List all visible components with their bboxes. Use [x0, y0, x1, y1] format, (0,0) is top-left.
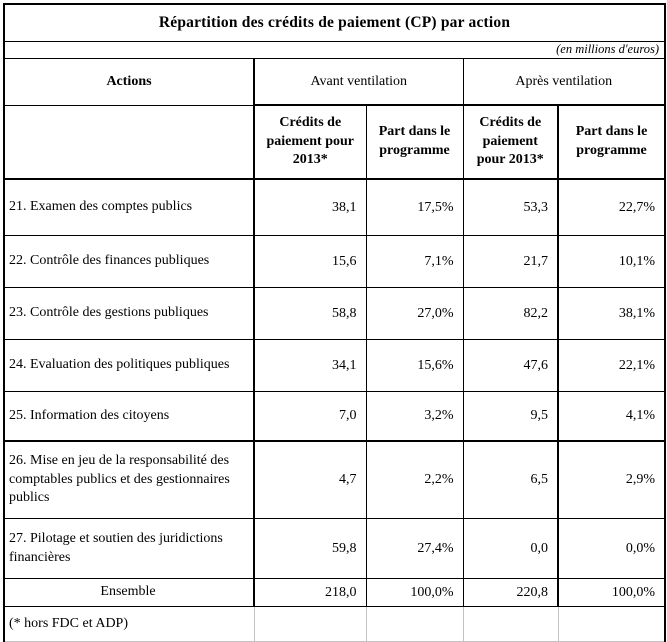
part-apres-value: 2,9%	[556, 440, 666, 519]
units-note: (en millions d'euros)	[556, 42, 660, 57]
cp-avant-value: 34,1	[253, 339, 367, 392]
action-label: 22. Contrôle des finances publiques	[3, 235, 255, 288]
action-label: 25. Information des citoyens	[3, 391, 255, 442]
part-avant-value: 2,2%	[365, 440, 464, 519]
table-row-action-23: 23. Contrôle des gestions publiques 58,8…	[3, 287, 666, 340]
part-apres-value: 38,1%	[556, 287, 666, 340]
action-label: 27. Pilotage et soutien des juridictions…	[3, 518, 255, 579]
part-apres-value: 0,0%	[556, 518, 666, 579]
part-avant-value: 7,1%	[365, 235, 464, 288]
cp-avant-value: 15,6	[253, 235, 367, 288]
total-cp-apres: 220,8	[462, 578, 559, 607]
part-avant-value: 17,5%	[365, 178, 464, 236]
cp-avant-value: 7,0	[253, 391, 367, 442]
part-apres-value: 10,1%	[556, 235, 666, 288]
cp-avant-value: 4,7	[253, 440, 367, 519]
action-label: 26. Mise en jeu de la responsabilité des…	[3, 440, 255, 519]
header-cp-avant: Crédits de paiement pour 2013*	[253, 104, 367, 180]
part-avant-value: 27,4%	[365, 518, 464, 579]
header-part-apres: Part dans le programme	[556, 104, 666, 180]
action-label: 21. Examen des comptes publics	[3, 178, 255, 236]
footnote-row: (* hors FDC et ADP)	[3, 606, 666, 642]
header-cp-apres: Crédits de paiement pour 2013*	[462, 104, 559, 180]
header-apres-ventilation: Après ventilation	[462, 58, 666, 106]
cp-apres-value: 9,5	[462, 391, 559, 442]
table-row-action-21: 21. Examen des comptes publics 38,1 17,5…	[3, 178, 666, 236]
page-title: Répartition des crédits de paiement (CP)…	[158, 14, 511, 31]
cp-apres-value: 0,0	[462, 518, 559, 579]
part-apres-value: 22,1%	[556, 339, 666, 392]
part-apres-value: 4,1%	[556, 391, 666, 442]
cp-avant-value: 59,8	[253, 518, 367, 579]
header-group-row: Actions Avant ventilation Après ventilat…	[3, 58, 666, 106]
footnote-text: (* hors FDC et ADP)	[3, 606, 255, 642]
cp-apres-value: 21,7	[462, 235, 559, 288]
table-row-action-27: 27. Pilotage et soutien des juridictions…	[3, 518, 666, 579]
cp-avant-value: 58,8	[253, 287, 367, 340]
table-row-action-26: 26. Mise en jeu de la responsabilité des…	[3, 440, 666, 519]
action-label: 23. Contrôle des gestions publiques	[3, 287, 255, 340]
cp-apres-value: 6,5	[462, 440, 559, 519]
total-label: Ensemble	[3, 578, 255, 607]
part-avant-value: 15,6%	[365, 339, 464, 392]
total-cp-avant: 218,0	[253, 578, 367, 607]
table-row-action-22: 22. Contrôle des finances publiques 15,6…	[3, 235, 666, 288]
table-row-action-25: 25. Information des citoyens 7,0 3,2% 9,…	[3, 391, 666, 442]
table-row-action-24: 24. Evaluation des politiques publiques …	[3, 339, 666, 392]
title-row: Répartition des crédits de paiement (CP)…	[3, 3, 666, 42]
part-avant-value: 3,2%	[365, 391, 464, 442]
header-part-avant: Part dans le programme	[365, 104, 464, 180]
table-row-total: Ensemble 218,0 100,0% 220,8 100,0%	[3, 578, 666, 607]
cp-apres-value: 53,3	[462, 178, 559, 236]
header-columns-row: Crédits de paiement pour 2013* Part dans…	[3, 104, 666, 180]
cp-apres-value: 47,6	[462, 339, 559, 392]
part-apres-value: 22,7%	[556, 178, 666, 236]
total-part-avant: 100,0%	[365, 578, 464, 607]
header-blank-cell	[3, 104, 255, 180]
action-label: 24. Evaluation des politiques publiques	[3, 339, 255, 392]
units-row: (en millions d'euros)	[3, 41, 666, 59]
cp-avant-value: 38,1	[253, 178, 367, 236]
footnote-empty-cell	[253, 606, 367, 642]
total-part-apres: 100,0%	[556, 578, 666, 607]
credits-paiement-table: Répartition des crédits de paiement (CP)…	[3, 3, 667, 642]
part-avant-value: 27,0%	[365, 287, 464, 340]
header-avant-ventilation: Avant ventilation	[253, 58, 464, 106]
footnote-empty-cell	[365, 606, 464, 642]
footnote-empty-cell	[557, 606, 666, 642]
footnote-empty-cell	[462, 606, 559, 642]
header-actions: Actions	[3, 58, 255, 106]
cp-apres-value: 82,2	[462, 287, 559, 340]
document-page: Répartition des crédits de paiement (CP)…	[3, 3, 667, 642]
